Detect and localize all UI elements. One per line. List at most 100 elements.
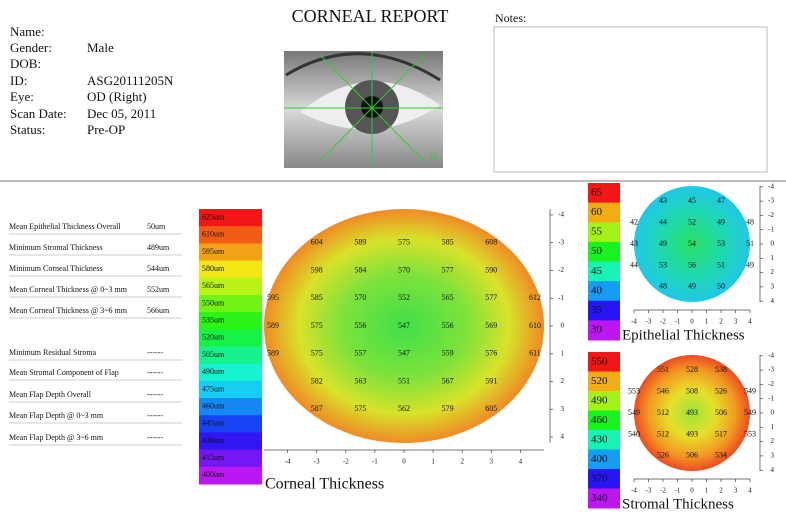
map-value: 528 (686, 365, 698, 374)
y-tick-label: 2 (771, 268, 775, 276)
scale-label: 565um (202, 281, 225, 290)
field-value: Pre-OP (87, 122, 125, 137)
map-value: 584 (354, 265, 366, 274)
x-tick-label: -4 (285, 458, 291, 466)
scale-label: 460um (202, 401, 225, 410)
map-value: 590 (485, 265, 497, 274)
metric-value: ------ (147, 390, 163, 399)
map-value: 51 (746, 239, 754, 248)
y-tick-label: -4 (768, 351, 774, 359)
metric-label: Minimum Stromal Thickness (9, 243, 103, 252)
map-value: 565 (442, 293, 454, 302)
y-tick-label: -1 (768, 225, 774, 233)
scale-swatch (588, 371, 620, 392)
map-value: 547 (398, 321, 410, 330)
field-label: Status: (10, 122, 45, 137)
map-value: 553 (628, 386, 640, 395)
scale-label: 40 (591, 284, 603, 296)
scale-label: 55 (591, 226, 603, 238)
thickness-map (634, 355, 750, 471)
map-value: 49 (746, 260, 754, 269)
map-value: 53 (717, 239, 725, 248)
y-tick-label: 2 (561, 377, 565, 385)
map-value: 582 (311, 376, 323, 385)
scale-label: 45 (591, 265, 603, 277)
map-value: 517 (715, 429, 727, 438)
scale-label: 65 (591, 186, 603, 198)
map-value: 549 (744, 408, 756, 417)
map-value: 42 (630, 217, 638, 226)
map-value: 512 (657, 408, 669, 417)
scale-label: 520 (591, 375, 608, 387)
scale-label: 370 (591, 472, 608, 484)
scale-label: 550um (202, 298, 225, 307)
map-value: 52 (688, 217, 696, 226)
map-value: 526 (657, 451, 669, 460)
map-value: 47 (717, 196, 725, 205)
map-value: 44 (630, 260, 638, 269)
map-value: 549 (628, 408, 640, 417)
notes-label: Notes: (495, 11, 526, 25)
x-tick-label: 1 (705, 318, 709, 326)
scale-label: 460 (591, 414, 608, 426)
scale-swatch (588, 261, 620, 282)
map-value: 591 (485, 376, 497, 385)
map-value: 577 (442, 265, 454, 274)
map-value: 604 (311, 238, 323, 247)
x-tick-label: -1 (372, 458, 378, 466)
notes-box (493, 26, 768, 173)
metric-label: Minimum Residual Stroma (9, 348, 97, 357)
scale-label: 50 (591, 245, 603, 257)
scale-swatch (588, 352, 620, 372)
x-tick-label: 2 (460, 458, 464, 466)
x-tick-label: -1 (675, 487, 681, 495)
x-tick-label: 1 (705, 487, 709, 495)
y-tick-label: 3 (561, 405, 565, 413)
map-value: 51 (717, 260, 725, 269)
y-tick-label: 1 (561, 349, 565, 357)
field-label: Name: (10, 24, 45, 39)
scale-swatch (199, 243, 262, 262)
scale-label: 580um (202, 264, 225, 273)
x-tick-label: 2 (719, 318, 723, 326)
map-value: 493 (686, 408, 698, 417)
scale-label: 625um (202, 212, 225, 221)
x-tick-label: -3 (646, 318, 652, 326)
scale-swatch (199, 449, 262, 468)
scale-swatch (588, 430, 620, 450)
field-label: ID: (10, 73, 27, 88)
scale-swatch (199, 329, 262, 347)
scale-swatch (588, 391, 620, 411)
scale-swatch (588, 410, 620, 431)
map-value: 575 (354, 404, 366, 413)
x-tick-label: 3 (734, 487, 738, 495)
eye-image: N (284, 51, 443, 168)
scale-label: 400um (202, 470, 225, 479)
map-value: 563 (354, 376, 366, 385)
map-value: 579 (442, 404, 454, 413)
scale-swatch (588, 300, 620, 321)
map-value: 48 (659, 282, 667, 291)
scale-swatch (199, 294, 262, 313)
metric-value: ------ (147, 411, 163, 420)
metric-label: Mean Corneal Thickness @ 0~3 mm (9, 285, 128, 294)
scale-label: 520um (202, 333, 225, 342)
metric-value: 50um (147, 222, 166, 231)
y-tick-label: 3 (771, 452, 775, 460)
scale-swatch (199, 312, 262, 330)
scale-swatch (199, 346, 262, 365)
x-tick-label: 0 (690, 318, 694, 326)
map-value: 506 (686, 451, 698, 460)
scale-label: 505um (202, 350, 225, 359)
x-tick-label: -2 (660, 318, 666, 326)
scale-label: 35 (591, 304, 603, 316)
thickness-map (634, 186, 750, 302)
map-value: 605 (485, 404, 497, 413)
map-value: 512 (657, 429, 669, 438)
x-tick-label: -3 (646, 487, 652, 495)
scale-swatch (588, 320, 620, 341)
scale-swatch (588, 449, 620, 470)
map-value: 589 (267, 321, 279, 330)
y-tick-label: -1 (768, 394, 774, 402)
